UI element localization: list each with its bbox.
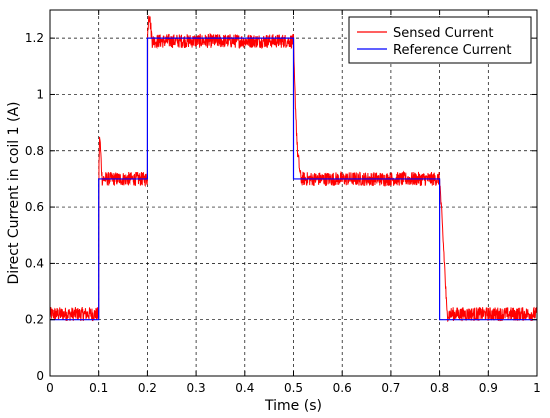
legend-box: [348, 16, 532, 64]
x-tick-label: 0.2: [138, 381, 157, 395]
ticks: 0 0.1 0.2 0.3 0.4 0.5 0.6 0.7 0.8 0.9 1 0 0.2 0.4 0.6 0…: [25, 10, 541, 395]
legend-label: Reference Current: [393, 43, 511, 58]
series-line-reference-current: [50, 37, 537, 321]
legend: Sensed Current Reference Current: [348, 16, 532, 64]
x-tick-label: 0.6: [333, 381, 352, 395]
y-tick-label: 0.6: [25, 200, 44, 214]
y-axis-label: Direct Current in coil 1 (A): [6, 102, 22, 285]
y-tick-label: 0.8: [25, 144, 44, 158]
x-tick-label: 0.5: [284, 381, 303, 395]
series-layer: [50, 15, 537, 322]
legend-label: Sensed Current: [393, 26, 493, 41]
series-line-sensed-current: [50, 15, 537, 322]
x-tick-label: 0.4: [235, 381, 254, 395]
x-tick-label: 0.3: [187, 381, 206, 395]
y-tick-label: 0.2: [25, 313, 44, 327]
x-tick-label: 0.7: [381, 381, 400, 395]
x-tick-label: 0.1: [89, 381, 108, 395]
x-axis-label: Time (s): [264, 398, 322, 414]
x-tick-label: 1: [533, 381, 541, 395]
y-tick-label: 0.4: [25, 256, 44, 270]
x-tick-label: 0: [46, 381, 54, 395]
y-tick-label: 0: [36, 369, 44, 383]
y-tick-label: 1: [36, 87, 44, 101]
x-tick-label: 0.9: [479, 381, 498, 395]
x-tick-label: 0.8: [430, 381, 449, 395]
grid: [50, 10, 537, 376]
y-tick-label: 1.2: [25, 31, 44, 45]
